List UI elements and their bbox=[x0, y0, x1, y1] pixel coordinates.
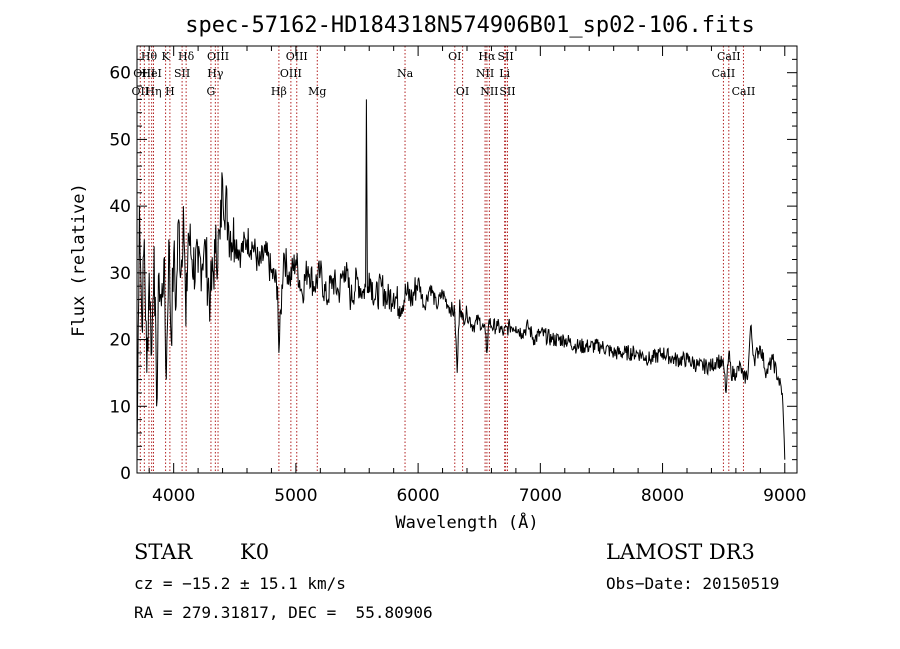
x-axis: 4000 5000 6000 7000 8000 9000 bbox=[148, 46, 806, 506]
plot-frame bbox=[136, 45, 798, 474]
spectral-line-label: Hγ bbox=[207, 67, 224, 80]
y-axis-label: Flux (relative) bbox=[69, 183, 89, 337]
spectrum-line bbox=[136, 99, 786, 460]
spectral-line-label: Li bbox=[499, 67, 510, 80]
spectral-line-label: HeI bbox=[141, 67, 161, 80]
obs-date: Obs−Date: 20150519 bbox=[606, 574, 780, 593]
object-class: STAR bbox=[134, 540, 193, 564]
spectrum-chart: spec-57162-HD184318N574906B01_sp02-106.f… bbox=[69, 13, 806, 533]
spectral-line-label: OI bbox=[448, 50, 461, 63]
spectral-line-label: SII bbox=[174, 67, 190, 80]
spectral-line-label: OII bbox=[131, 85, 149, 98]
spectral-line-label: NII bbox=[480, 85, 498, 98]
x-axis-label: Wavelength (Å) bbox=[395, 511, 538, 533]
spectral-line-label: Hδ bbox=[178, 50, 195, 63]
y-axis: 0 10 20 30 40 50 60 bbox=[109, 58, 797, 484]
x-tick-label: 9000 bbox=[763, 486, 806, 506]
spectral-line-label: NII bbox=[476, 67, 494, 80]
y-tick-label: 0 bbox=[120, 464, 131, 484]
spectral-line-label: Hη bbox=[145, 85, 161, 98]
coordinates: RA = 279.31817, DEC = 55.80906 bbox=[134, 603, 433, 622]
redshift-cz: cz = −15.2 ± 15.1 km/s bbox=[134, 574, 346, 593]
spectral-line-label: SII bbox=[498, 50, 514, 63]
spectral-line-label: SII bbox=[499, 85, 515, 98]
y-tick-label: 10 bbox=[109, 397, 131, 417]
y-tick-label: 40 bbox=[109, 197, 131, 217]
x-tick-label: 6000 bbox=[396, 486, 439, 506]
spectral-line-label: H bbox=[165, 85, 175, 98]
object-subclass: K0 bbox=[240, 540, 270, 564]
spectral-line-label: G bbox=[207, 85, 216, 98]
spectral-line-label: Hβ bbox=[271, 85, 287, 98]
y-tick-label: 20 bbox=[109, 331, 131, 351]
y-tick-label: 30 bbox=[109, 264, 131, 284]
spectral-line-label: Mg bbox=[308, 85, 326, 98]
x-tick-label: 5000 bbox=[274, 486, 317, 506]
spectral-line-label: OIII bbox=[286, 50, 308, 63]
spectral-line-label: Hθ bbox=[141, 50, 158, 63]
spectral-line-label: CaII bbox=[732, 85, 756, 98]
x-tick-label: 8000 bbox=[641, 486, 684, 506]
y-tick-label: 50 bbox=[109, 130, 131, 150]
spectral-line-label: OIII bbox=[207, 50, 229, 63]
spectral-line-label: OIII bbox=[280, 67, 302, 80]
chart-title: spec-57162-HD184318N574906B01_sp02-106.f… bbox=[185, 13, 755, 38]
x-tick-label: 4000 bbox=[152, 486, 195, 506]
survey-name: LAMOST DR3 bbox=[606, 540, 755, 564]
spectral-line-label: K bbox=[161, 50, 170, 63]
spectral-line-labels: HθOIIOIIIHeIHηKHSIIHδGHγOIIIHβOIIIOIIIMg… bbox=[131, 50, 755, 98]
spectral-line-label: Na bbox=[397, 67, 414, 80]
spectral-line-label: CaII bbox=[717, 50, 741, 63]
spectral-line-label: Hα bbox=[478, 50, 496, 63]
spectral-line-label: CaII bbox=[712, 67, 736, 80]
x-tick-label: 7000 bbox=[519, 486, 562, 506]
y-tick-label: 60 bbox=[109, 64, 131, 84]
spectral-line-label: OI bbox=[456, 85, 469, 98]
spectral-line-label: OIII bbox=[133, 67, 155, 80]
